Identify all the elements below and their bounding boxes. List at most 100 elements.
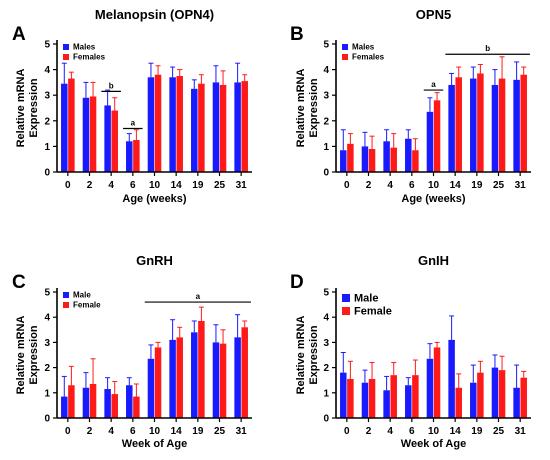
y-tick-label: 2 xyxy=(323,363,329,374)
panel-title: GnIH xyxy=(418,253,449,268)
bar-female xyxy=(477,372,484,418)
x-tick-label: 14 xyxy=(171,180,183,191)
y-tick-label: 2 xyxy=(44,363,50,374)
bar-female xyxy=(368,378,376,418)
bar-female xyxy=(241,81,248,172)
legend-label: Female xyxy=(73,301,101,310)
y-tick-label: 1 xyxy=(44,388,50,399)
bar-male xyxy=(126,141,133,172)
bar-male xyxy=(491,367,499,418)
x-tick-label: 10 xyxy=(149,180,161,191)
x-tick-label: 6 xyxy=(130,180,136,191)
bar-female xyxy=(412,375,419,418)
bar-male xyxy=(383,141,390,172)
bar-female xyxy=(433,100,441,172)
bar-male xyxy=(448,339,455,418)
y-tick-label: 5 xyxy=(323,288,329,299)
bar-female xyxy=(219,343,227,418)
bar-female xyxy=(133,140,140,172)
x-tick-label: 10 xyxy=(428,180,440,191)
bar-male xyxy=(340,372,347,418)
y-axis-label: Relative mRNAExpression xyxy=(295,69,320,148)
y-tick-label: 5 xyxy=(323,40,329,51)
x-tick-label: 19 xyxy=(471,426,483,437)
y-tick-label: 2 xyxy=(323,116,329,127)
legend-swatch xyxy=(342,307,350,315)
x-tick-label: 0 xyxy=(65,426,71,437)
x-tick-label: 10 xyxy=(428,426,440,437)
bar-female xyxy=(198,83,205,172)
panel-c: C GnRH 0 1 2 3 4 5 0 2 4 6 10 14 19 25 31 Week of Age Rela… xyxy=(12,253,252,450)
bar-female xyxy=(390,147,397,172)
x-axis-label: Age (weeks) xyxy=(122,193,187,205)
x-tick-label: 31 xyxy=(515,426,527,437)
y-tick-label: 3 xyxy=(44,338,50,349)
x-tick-label: 2 xyxy=(87,426,93,437)
significance-label: a xyxy=(431,80,436,89)
x-tick-label: 31 xyxy=(236,426,248,437)
bar-male xyxy=(61,83,68,172)
legend-label: Females xyxy=(352,53,385,62)
panel-a: A Melanopsin (OPN4) 0 1 2 3 4 5 0 2 4 6 10 14 19 25 31 Ag… xyxy=(12,7,252,205)
significance-label: b xyxy=(109,81,114,90)
y-axis-label-line: Relative mRNA xyxy=(15,316,27,395)
y-axis-label-line: Expression xyxy=(308,325,320,385)
panel-letter: D xyxy=(290,272,304,293)
bar-female xyxy=(520,377,527,418)
bar-male xyxy=(82,97,90,172)
panel-d: D GnIH 0 1 2 3 4 5 0 2 4 6 10 14 19 25 31 Week of Age Rela… xyxy=(290,253,531,450)
bar-male xyxy=(340,150,347,172)
y-tick-label: 1 xyxy=(323,142,329,153)
bar-male xyxy=(361,382,369,418)
x-tick-label: 19 xyxy=(471,180,483,191)
y-axis-label-line: Relative mRNA xyxy=(295,316,307,395)
panel-title: GnRH xyxy=(136,253,173,268)
y-tick-label: 4 xyxy=(44,65,50,76)
panel-title: OPN5 xyxy=(416,7,451,22)
bar-female xyxy=(390,375,397,418)
bar-male xyxy=(147,77,155,172)
y-axis-label: Relative mRNAExpression xyxy=(15,316,40,395)
y-tick-label: 0 xyxy=(44,168,50,179)
y-axis-label-line: Expression xyxy=(28,78,40,138)
y-tick-label: 4 xyxy=(44,313,50,324)
legend-swatch xyxy=(342,54,348,60)
x-tick-label: 0 xyxy=(344,426,350,437)
x-tick-label: 0 xyxy=(65,180,71,191)
bar-female xyxy=(412,150,419,172)
x-tick-label: 2 xyxy=(366,426,372,437)
bar-female xyxy=(68,385,75,418)
y-axis-label-line: Relative mRNA xyxy=(15,69,27,148)
x-axis-label: Age (weeks) xyxy=(401,193,466,205)
y-tick-label: 4 xyxy=(323,65,329,76)
bar-female xyxy=(154,74,162,172)
y-tick-label: 2 xyxy=(44,116,50,127)
bar-female xyxy=(433,347,441,418)
bar-male xyxy=(513,79,520,172)
bar-male xyxy=(191,88,198,172)
y-axis-label-line: Expression xyxy=(28,325,40,385)
panel-title: Melanopsin (OPN4) xyxy=(95,7,214,22)
bar-female xyxy=(89,383,97,418)
legend-swatch xyxy=(342,294,350,302)
bar-male xyxy=(234,337,241,418)
x-tick-label: 2 xyxy=(366,180,372,191)
bar-male xyxy=(513,387,520,418)
y-axis-label-line: Relative mRNA xyxy=(295,69,307,148)
bar-male xyxy=(147,358,155,418)
x-tick-label: 6 xyxy=(409,426,415,437)
bar-male xyxy=(212,82,220,172)
bar-male xyxy=(169,77,176,172)
bar-male xyxy=(361,146,369,172)
significance-label: a xyxy=(131,118,136,127)
legend-label: Females xyxy=(73,53,106,62)
panel-letter: C xyxy=(12,272,26,293)
bar-male xyxy=(191,332,198,418)
x-tick-label: 4 xyxy=(108,180,114,191)
y-axis-label: Relative mRNAExpression xyxy=(295,316,320,395)
significance-label: b xyxy=(485,44,490,53)
bar-female xyxy=(176,337,183,418)
x-tick-label: 25 xyxy=(214,426,226,437)
panel-b: B OPN5 0 1 2 3 4 5 0 2 4 6 10 14 19 25 31 Age (weeks) Rela… xyxy=(290,7,531,205)
